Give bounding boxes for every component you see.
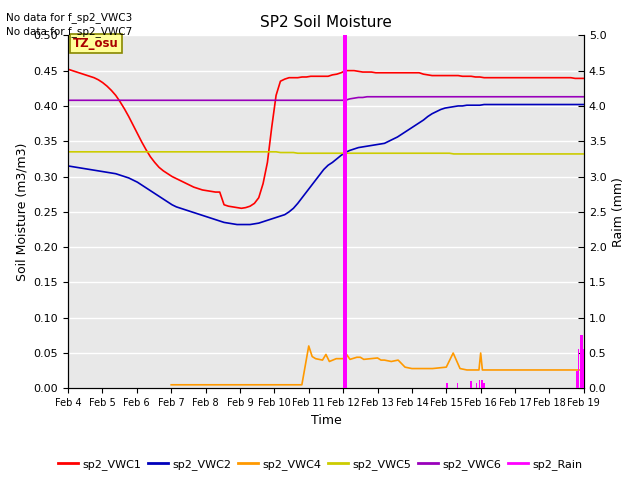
X-axis label: Time: Time <box>310 414 341 427</box>
Bar <box>476 383 477 388</box>
Bar <box>581 336 583 388</box>
Bar <box>580 336 581 388</box>
Legend: sp2_VWC1, sp2_VWC2, sp2_VWC4, sp2_VWC5, sp2_VWC6, sp2_Rain: sp2_VWC1, sp2_VWC2, sp2_VWC4, sp2_VWC5, … <box>53 455 587 474</box>
Text: TZ_osu: TZ_osu <box>73 37 119 50</box>
Bar <box>576 371 578 388</box>
Y-axis label: Soil Moisture (m3/m3): Soil Moisture (m3/m3) <box>15 143 28 281</box>
Bar <box>470 381 472 388</box>
Bar <box>583 349 584 388</box>
Text: No data for f_sp2_VWC7: No data for f_sp2_VWC7 <box>6 26 132 37</box>
Bar <box>446 384 448 388</box>
Bar <box>578 349 579 388</box>
Bar <box>483 383 484 388</box>
Bar <box>479 380 481 388</box>
Bar <box>585 371 586 388</box>
Y-axis label: Raim (mm): Raim (mm) <box>612 177 625 247</box>
Title: SP2 Soil Moisture: SP2 Soil Moisture <box>260 15 392 30</box>
Bar <box>343 36 346 388</box>
Bar <box>456 384 458 388</box>
Bar <box>345 36 348 388</box>
Bar <box>481 380 483 388</box>
Text: No data for f_sp2_VWC3: No data for f_sp2_VWC3 <box>6 12 132 23</box>
